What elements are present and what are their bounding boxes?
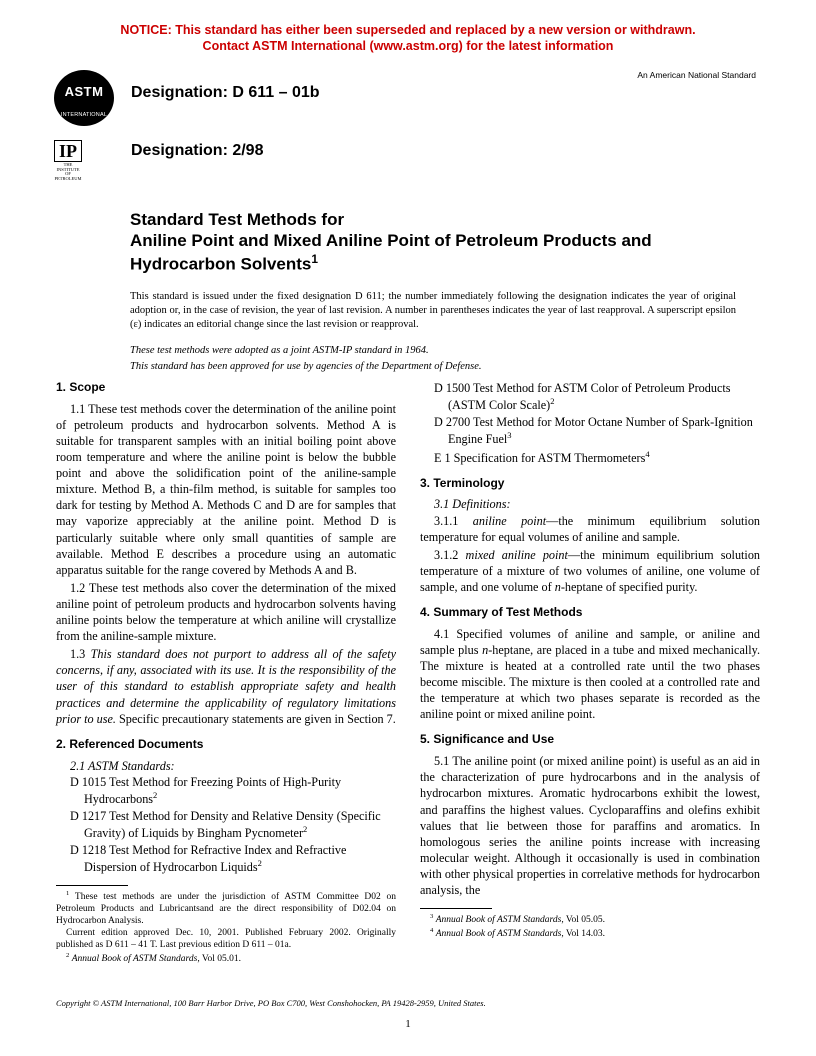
term-mixed-aniline: 3.1.2 mixed aniline point—the minimum eq… (420, 547, 760, 595)
title-block: Standard Test Methods for Aniline Point … (130, 209, 736, 375)
footnote-1: 1 These test methods are under the juris… (56, 890, 396, 928)
significance-heading: 5. Significance and Use (420, 732, 760, 748)
copyright: Copyright © ASTM International, 100 Barr… (56, 998, 760, 1008)
refs-subhead: 2.1 ASTM Standards: (56, 758, 396, 774)
summary-1: 4.1 Specified volumes of aniline and sam… (420, 626, 760, 723)
astm-row: ASTM INTERNATIONAL Designation: D 611 – … (54, 70, 756, 126)
ip-logo-icon: IP THE INSTITUTE OF PETROLEUM (54, 140, 82, 181)
ref-d1217: D 1217 Test Method for Density and Relat… (56, 808, 396, 841)
footnote-3: 3 Annual Book of ASTM Standards, Vol 05.… (420, 913, 760, 927)
footnote-1b: Current edition approved Dec. 10, 2001. … (56, 928, 396, 952)
adoption-line2: This standard has been approved for use … (130, 359, 736, 375)
significance-1: 5.1 The aniline point (or mixed aniline … (420, 753, 760, 898)
astm-logo-text: ASTM (54, 84, 114, 99)
ref-e1: E 1 Specification for ASTM Thermometers4 (420, 449, 760, 466)
scope-heading: 1. Scope (56, 380, 396, 396)
page-number: 1 (0, 1018, 816, 1030)
scope-3: 1.3 This standard does not purport to ad… (56, 646, 396, 726)
ref-d2700: D 2700 Test Method for Motor Octane Numb… (420, 414, 760, 447)
footnote-4: 4 Annual Book of ASTM Standards, Vol 14.… (420, 927, 760, 941)
ip-logo-sub: THE INSTITUTE OF PETROLEUM (54, 163, 82, 181)
document-title: Standard Test Methods for Aniline Point … (130, 209, 736, 274)
astm-logo-sub: INTERNATIONAL (54, 112, 114, 118)
notice-line1: NOTICE: This standard has either been su… (120, 23, 695, 37)
title-line1: Standard Test Methods for (130, 210, 344, 229)
adoption-notes: These test methods were adopted as a joi… (130, 343, 736, 375)
notice-line2: Contact ASTM International (www.astm.org… (203, 39, 614, 53)
footnotes-col2: 3 Annual Book of ASTM Standards, Vol 05.… (420, 908, 760, 941)
ref-d1500: D 1500 Test Method for ASTM Color of Pet… (420, 380, 760, 413)
footnote-2: 2 Annual Book of ASTM Standards, Vol 05.… (56, 952, 396, 966)
title-line2: Aniline Point and Mixed Aniline Point of… (130, 231, 652, 273)
terminology-heading: 3. Terminology (420, 476, 760, 492)
scope-2: 1.2 These test methods also cover the de… (56, 580, 396, 644)
notice-banner: NOTICE: This standard has either been su… (0, 22, 816, 55)
header: ASTM INTERNATIONAL Designation: D 611 – … (54, 70, 756, 375)
issuance-note: This standard is issued under the fixed … (130, 290, 736, 331)
ip-logo-main: IP (54, 140, 82, 162)
title-sup: 1 (311, 252, 318, 266)
designation-main: Designation: D 611 – 01b (131, 84, 320, 102)
astm-logo-icon: ASTM INTERNATIONAL (54, 70, 114, 126)
designation-ip: Designation: 2/98 (131, 142, 263, 160)
scope-1: 1.1 These test methods cover the determi… (56, 401, 396, 578)
term-aniline-point: 3.1.1 aniline point—the minimum equilibr… (420, 513, 760, 545)
refs-heading: 2. Referenced Documents (56, 737, 396, 753)
ans-note: An American National Standard (637, 70, 756, 80)
ip-row: IP THE INSTITUTE OF PETROLEUM Designatio… (54, 140, 756, 181)
definitions-subhead: 3.1 Definitions: (420, 496, 760, 512)
body-columns: 1. Scope 1.1 These test methods cover th… (56, 380, 760, 980)
adoption-line1: These test methods were adopted as a joi… (130, 343, 736, 359)
footnote-rule-1 (56, 885, 128, 886)
summary-heading: 4. Summary of Test Methods (420, 605, 760, 621)
footnotes-col1: 1 These test methods are under the juris… (56, 885, 396, 966)
ref-d1015: D 1015 Test Method for Freezing Points o… (56, 774, 396, 807)
footnote-rule-2 (420, 908, 492, 909)
ref-d1218: D 1218 Test Method for Refractive Index … (56, 842, 396, 875)
